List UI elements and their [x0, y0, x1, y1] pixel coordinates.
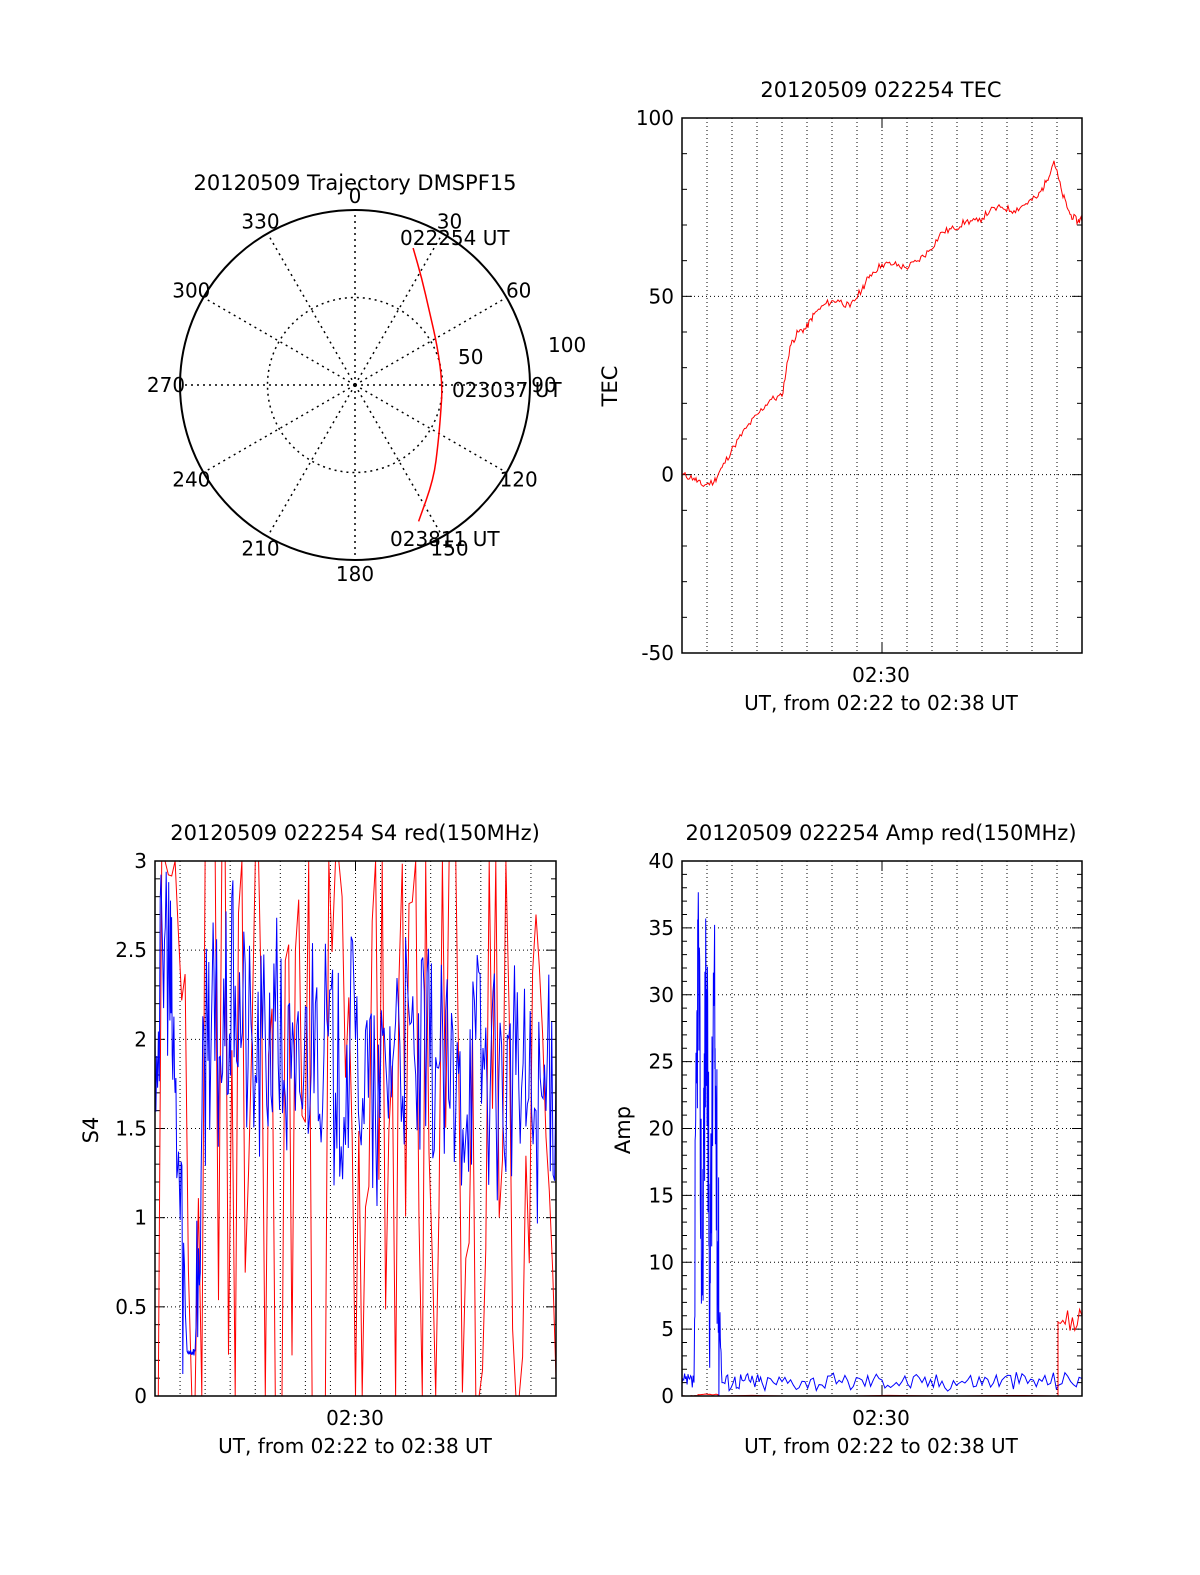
- azimuth-label: 60: [506, 279, 531, 303]
- azimuth-label: 120: [500, 468, 538, 492]
- azimuth-label: 330: [241, 209, 279, 233]
- azimuth-label: 0: [349, 184, 362, 208]
- polar-spoke: [354, 384, 507, 474]
- polar-spoke: [203, 384, 356, 474]
- amp-ylabel: Amp: [611, 1106, 635, 1154]
- s4-ylabel: S4: [79, 1117, 103, 1144]
- amp-xtick-label: 02:30: [852, 1406, 910, 1430]
- y-tick-label: 5: [661, 1317, 674, 1341]
- azimuth-label: 210: [241, 537, 279, 561]
- series-line: [682, 160, 1082, 488]
- polar-spokes: [180, 210, 530, 560]
- s4-panel: 20120509 022254 S4 red(150MHz) S4 02:30 …: [79, 821, 557, 1458]
- azimuth-label: 180: [336, 562, 374, 586]
- y-tick-label: 50: [649, 284, 674, 308]
- amp-panel: 20120509 022254 Amp red(150MHz) Amp 02:3…: [611, 821, 1083, 1458]
- y-tick-label: 1: [134, 1206, 147, 1230]
- plot-frame: [681, 860, 1083, 1397]
- series-line: [682, 892, 1082, 1396]
- polar-spoke: [266, 233, 356, 386]
- y-tick-label: 0: [661, 1384, 674, 1408]
- series-group: [682, 160, 1082, 488]
- polar-spoke: [354, 384, 444, 537]
- tec-xlabel: UT, from 02:22 to 02:38 UT: [744, 691, 1019, 715]
- y-tick-label: 40: [649, 849, 674, 873]
- y-tick-label: 30: [649, 983, 674, 1007]
- polar-inner-circle: [266, 296, 444, 474]
- y-tick-label: 0: [661, 463, 674, 487]
- trajectory-line: [412, 247, 443, 522]
- polar-azimuth-labels: 0 30 60 90 120 150 180 210 240 270 300 330: [147, 184, 557, 586]
- trajectory-middle-label: 023037 UT: [452, 378, 562, 402]
- azimuth-label: 90: [531, 373, 556, 397]
- azimuth-label: 30: [437, 209, 462, 233]
- amp-xlabel: UT, from 02:22 to 02:38 UT: [744, 1434, 1019, 1458]
- y-tick-label: 35: [649, 916, 674, 940]
- y-tick-label: 0.5: [115, 1295, 147, 1319]
- azimuth-label: 270: [147, 373, 185, 397]
- amp-title: 20120509 022254 Amp red(150MHz): [685, 821, 1076, 845]
- series-line: [155, 871, 556, 1375]
- trajectory-end-label: 023811 UT: [390, 527, 500, 551]
- y-tick-label: 2: [134, 1027, 147, 1051]
- y-tick-label: -50: [641, 641, 674, 665]
- radial-label-50: 50: [458, 345, 483, 369]
- y-tick-label: 25: [649, 1050, 674, 1074]
- y-tick-label: 10: [649, 1250, 674, 1274]
- polar-spoke: [354, 296, 507, 386]
- polar-spoke: [203, 296, 356, 386]
- polar-spoke: [266, 384, 356, 537]
- radial-label-100: 100: [548, 333, 586, 357]
- polar-spoke: [354, 233, 444, 386]
- tec-xtick-label: 02:30: [852, 663, 910, 687]
- s4-xtick-label: 02:30: [326, 1406, 384, 1430]
- y-tick-label: 1.5: [115, 1117, 147, 1141]
- tec-ylabel: TEC: [598, 366, 622, 408]
- trajectory-polar-plot: 20120509 Trajectory DMSPF15 0 30 60 90 120 15…: [147, 171, 586, 586]
- y-tick-label: 100: [636, 106, 674, 130]
- y-tick-label: 20: [649, 1117, 674, 1141]
- y-tick-label: 15: [649, 1183, 674, 1207]
- series-group: [155, 861, 556, 1396]
- azimuth-label: 150: [430, 537, 468, 561]
- azimuth-label: 300: [172, 279, 210, 303]
- tec-panel: 20120509 022254 TEC TEC 02:30 UT, from 0…: [598, 78, 1083, 715]
- tec-title: 20120509 022254 TEC: [760, 78, 1001, 102]
- plot-frame: [154, 860, 557, 1397]
- series-group: [682, 892, 1082, 1396]
- y-tick-label: 3: [134, 849, 147, 873]
- y-tick-label: 2.5: [115, 938, 147, 962]
- plot-frame: [681, 117, 1083, 654]
- trajectory-title: 20120509 Trajectory DMSPF15: [193, 171, 516, 195]
- s4-xlabel: UT, from 02:22 to 02:38 UT: [218, 1434, 493, 1458]
- y-tick-label: 0: [134, 1384, 147, 1408]
- azimuth-label: 240: [172, 468, 210, 492]
- s4-title: 20120509 022254 S4 red(150MHz): [170, 821, 540, 845]
- series-line: [682, 1307, 1082, 1396]
- trajectory-start-label: 022254 UT: [400, 226, 510, 250]
